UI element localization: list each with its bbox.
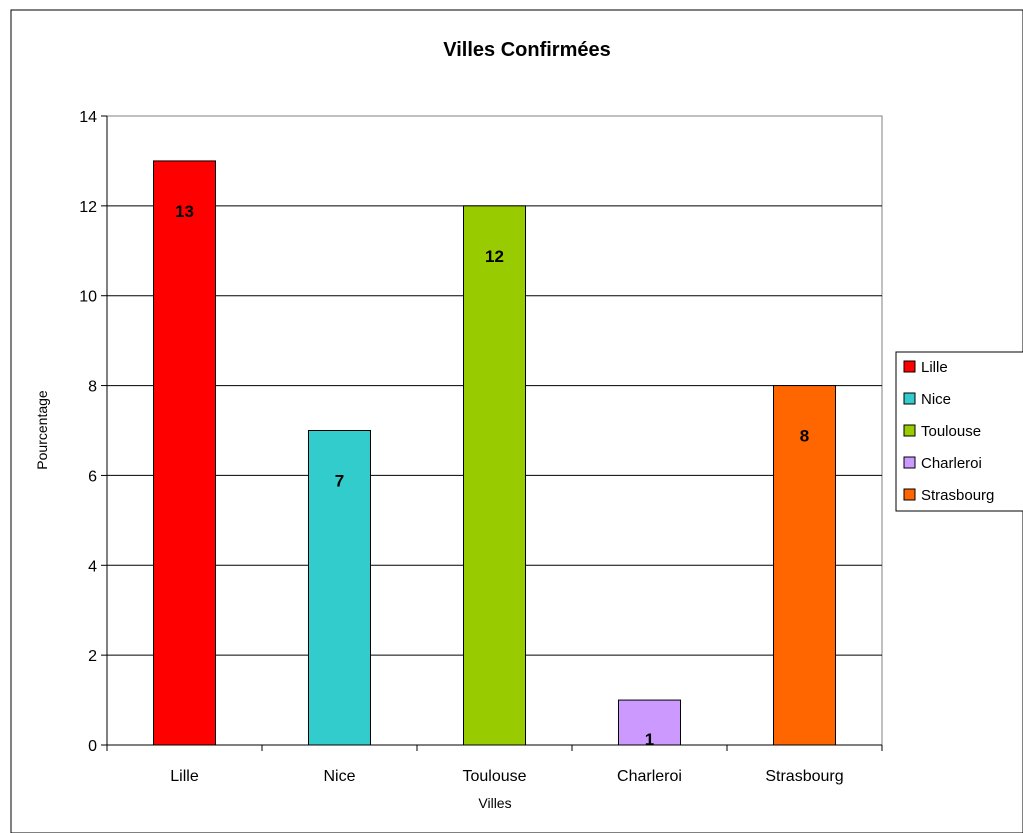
bar-charleroi: [618, 699, 681, 746]
data-label: 12: [485, 247, 504, 266]
bar-nice: [308, 430, 371, 746]
legend-label: Strasbourg: [921, 487, 994, 504]
y-tick-label: 4: [88, 558, 97, 575]
data-label: 8: [800, 427, 809, 446]
legend-swatch: [903, 488, 916, 501]
legend-label: Charleroi: [921, 455, 982, 472]
bar-toulouse: [463, 205, 526, 746]
legend-swatch: [903, 456, 916, 469]
legend: Lille Nice Toulouse Charleroi Strasbourg: [895, 351, 1023, 512]
x-axis-label: Villes: [478, 795, 511, 811]
legend-label: Lille: [921, 359, 948, 376]
legend-label: Nice: [921, 391, 951, 408]
legend-box: [895, 351, 1023, 512]
y-tick-label: 8: [88, 379, 97, 396]
y-tick-label: 6: [88, 468, 97, 485]
y-tick-label: 14: [79, 109, 97, 126]
bar-lille: [153, 160, 216, 746]
y-tick-label: 0: [88, 738, 97, 755]
y-axis-label: Pourcentage: [34, 390, 50, 470]
chart-title: Villes Confirmées: [443, 39, 610, 61]
y-tick-label: 2: [88, 648, 97, 665]
y-tick-label: 12: [79, 199, 97, 216]
tick-labels: 0 2 4 6 8 10 12 14 Lille Nice Toulouse Charleroi Str…: [79, 109, 843, 785]
axes: [101, 115, 883, 751]
x-tick-label: Lille: [170, 768, 199, 785]
legend-label: Toulouse: [921, 423, 981, 440]
x-tick-label: Toulouse: [462, 768, 526, 785]
data-label: 7: [335, 472, 344, 491]
y-tick-label: 10: [79, 289, 97, 306]
x-tick-label: Nice: [323, 768, 355, 785]
legend-swatch: [903, 360, 916, 373]
data-label: 1: [645, 730, 654, 749]
bar-strasbourg: [773, 385, 836, 746]
legend-swatch: [903, 392, 916, 405]
data-label: 13: [175, 202, 194, 221]
bars: [153, 160, 836, 746]
x-tick-label: Strasbourg: [765, 768, 843, 785]
x-tick-label: Charleroi: [617, 768, 682, 785]
data-labels: 13 7 12 1 8: [175, 202, 809, 749]
legend-swatch: [903, 424, 916, 437]
